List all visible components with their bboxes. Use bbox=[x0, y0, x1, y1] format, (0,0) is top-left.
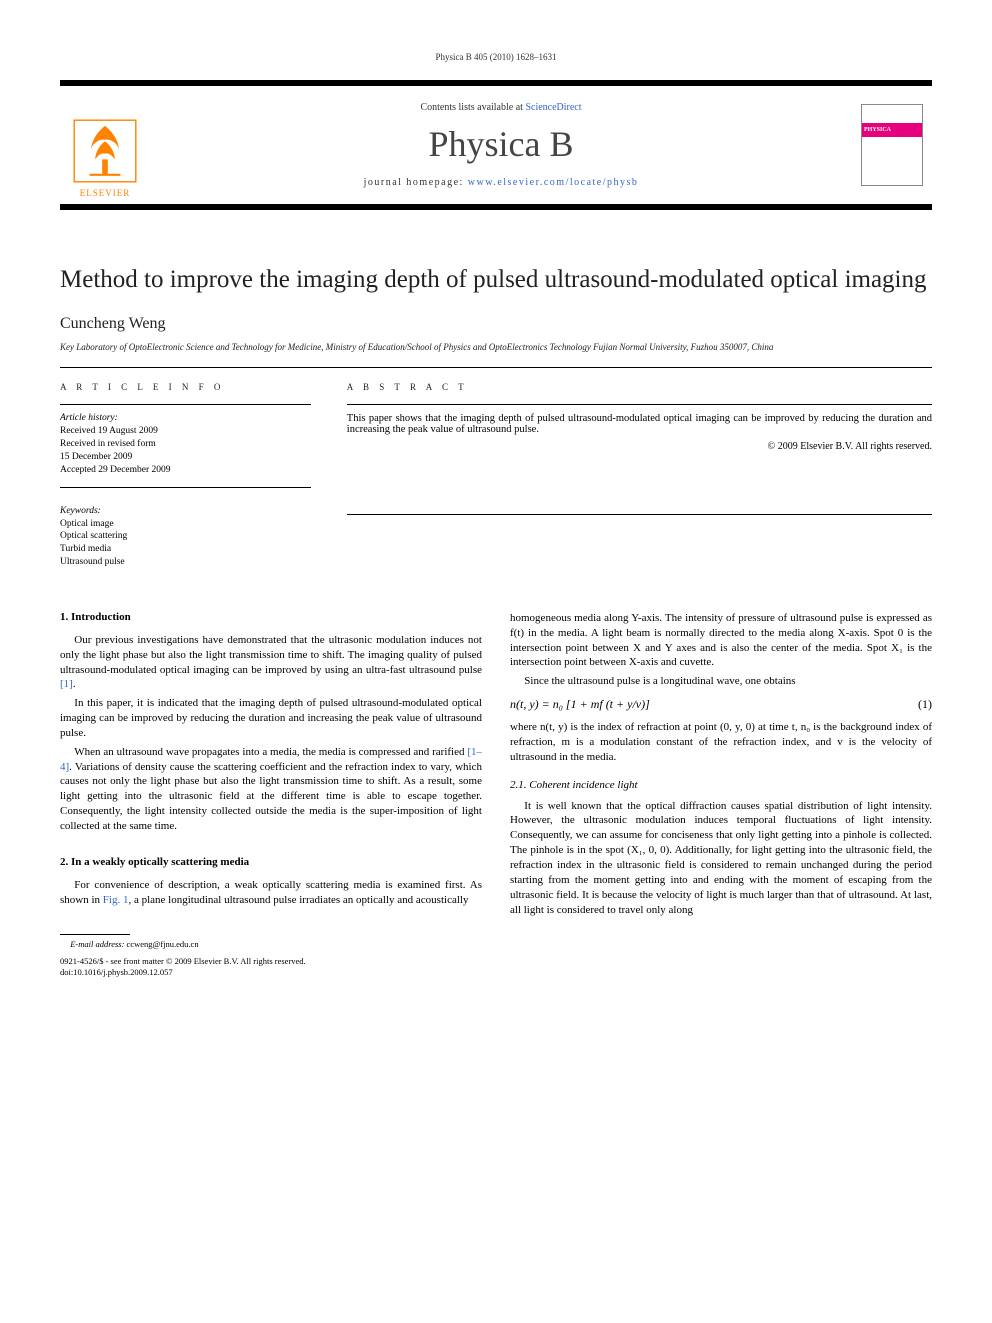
divider bbox=[347, 514, 932, 515]
cover-thumbnail-block: PHYSICA bbox=[852, 86, 932, 204]
homepage-prefix: journal homepage: bbox=[364, 177, 468, 188]
body-column-left: 1. Introduction Our previous investigati… bbox=[60, 611, 482, 978]
history-line: Received 19 August 2009 bbox=[60, 425, 311, 438]
abstract-text: This paper shows that the imaging depth … bbox=[347, 413, 932, 435]
equation: n(t, y) = n₀ [1 + mf (t + y/v)] (1) bbox=[510, 697, 932, 712]
paragraph: Our previous investigations have demonst… bbox=[60, 633, 482, 692]
article-info-column: A R T I C L E I N F O Article history: R… bbox=[60, 382, 311, 569]
abstract-copyright: © 2009 Elsevier B.V. All rights reserved… bbox=[347, 441, 932, 452]
citation-link[interactable]: [1] bbox=[60, 678, 73, 690]
journal-cover-thumb: PHYSICA bbox=[861, 104, 923, 186]
paragraph: Since the ultrasound pulse is a longitud… bbox=[510, 674, 932, 689]
contents-prefix: Contents lists available at bbox=[420, 102, 525, 113]
paragraph: homogeneous media along Y-axis. The inte… bbox=[510, 611, 932, 670]
elsevier-wordmark: ELSEVIER bbox=[80, 188, 131, 198]
paragraph: It is well known that the optical diffra… bbox=[510, 799, 932, 918]
equation-number: (1) bbox=[918, 697, 932, 712]
keyword: Ultrasound pulse bbox=[60, 556, 311, 569]
contents-available: Contents lists available at ScienceDirec… bbox=[420, 102, 581, 113]
paragraph: When an ultrasound wave propagates into … bbox=[60, 745, 482, 834]
subsection-heading: 2.1. Coherent incidence light bbox=[510, 779, 932, 791]
elsevier-tree-icon bbox=[70, 116, 140, 186]
paragraph: In this paper, it is indicated that the … bbox=[60, 696, 482, 741]
article-history-head: Article history: bbox=[60, 413, 311, 423]
author-affiliation: Key Laboratory of OptoElectronic Science… bbox=[60, 341, 932, 353]
article-info-label: A R T I C L E I N F O bbox=[60, 382, 311, 392]
body-column-right: homogeneous media along Y-axis. The inte… bbox=[510, 611, 932, 978]
footnote-email: E-mail address: ccweng@fjnu.edu.cn bbox=[60, 939, 482, 950]
keyword: Optical scattering bbox=[60, 530, 311, 543]
paragraph: where n(t, y) is the index of refraction… bbox=[510, 720, 932, 765]
footnote-doi: doi:10.1016/j.physb.2009.12.057 bbox=[60, 967, 482, 978]
divider bbox=[60, 404, 311, 405]
equation-body: n(t, y) = n₀ [1 + mf (t + y/v)] bbox=[510, 697, 650, 712]
abstract-label: A B S T R A C T bbox=[347, 382, 932, 392]
keyword: Turbid media bbox=[60, 543, 311, 556]
history-line: 15 December 2009 bbox=[60, 451, 311, 464]
divider bbox=[60, 367, 932, 368]
homepage-link[interactable]: www.elsevier.com/locate/physb bbox=[468, 177, 639, 188]
keyword: Optical image bbox=[60, 518, 311, 531]
divider bbox=[347, 404, 932, 405]
sciencedirect-link[interactable]: ScienceDirect bbox=[525, 102, 581, 113]
abstract-column: A B S T R A C T This paper shows that th… bbox=[347, 382, 932, 569]
divider bbox=[60, 487, 311, 488]
running-header: Physica B 405 (2010) 1628–1631 bbox=[60, 52, 932, 62]
figure-link[interactable]: Fig. 1 bbox=[103, 894, 129, 906]
history-line: Accepted 29 December 2009 bbox=[60, 464, 311, 477]
paragraph: For convenience of description, a weak o… bbox=[60, 878, 482, 908]
footnote-rule bbox=[60, 934, 130, 935]
journal-homepage: journal homepage: www.elsevier.com/locat… bbox=[364, 177, 639, 188]
history-line: Received in revised form bbox=[60, 438, 311, 451]
cover-band-label: PHYSICA bbox=[862, 123, 922, 137]
article-title: Method to improve the imaging depth of p… bbox=[60, 264, 932, 295]
footnote-issn: 0921-4526/$ - see front matter © 2009 El… bbox=[60, 956, 482, 967]
section-heading: 1. Introduction bbox=[60, 611, 482, 623]
masthead: ELSEVIER Contents lists available at Sci… bbox=[60, 80, 932, 210]
publisher-logo-block: ELSEVIER bbox=[60, 86, 150, 204]
journal-name: Physica B bbox=[428, 123, 573, 165]
keywords-head: Keywords: bbox=[60, 506, 311, 516]
section-heading: 2. In a weakly optically scattering medi… bbox=[60, 856, 482, 868]
author-name: Cuncheng Weng bbox=[60, 315, 932, 333]
